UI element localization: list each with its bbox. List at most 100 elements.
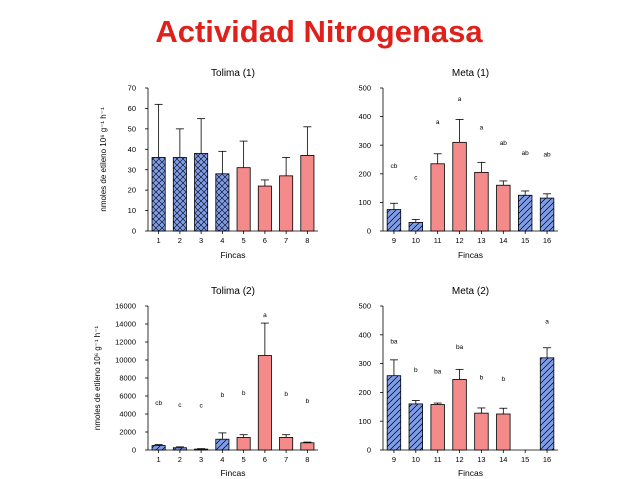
chart-title: Tolima (2) [211,286,255,297]
x-tick-label: 10 [412,236,420,245]
x-tick-label: 4 [220,455,224,464]
x-tick-label: 13 [477,455,485,464]
significance-label: cb [391,163,398,170]
bar [279,436,294,451]
significance-label: ba [434,369,442,376]
y-tick-label: 0 [132,227,136,236]
y-tick-label: 0 [132,446,136,455]
bar [452,141,467,232]
significance-label: a [458,96,462,103]
bar [151,157,166,232]
x-tick-label: 12 [455,236,463,245]
significance-label: b [502,376,506,383]
x-tick-label: 5 [242,455,246,464]
chart-title: Meta (2) [452,286,489,297]
y-tick-label: 16000 [115,302,136,311]
y-tick-label: 12000 [115,338,136,347]
bar [496,413,511,451]
significance-label: c [178,402,182,409]
significance-label: c [200,403,204,410]
x-axis-label: Fincas [458,468,483,478]
bar [452,379,467,451]
y-tick-label: 10000 [115,356,136,365]
bar [194,448,209,451]
bar [172,447,187,451]
y-tick-label: 4000 [119,410,136,419]
y-tick-label: 20 [128,186,136,195]
y-tick-label: 200 [358,388,371,397]
significance-label: ab [543,152,551,159]
significance-label: a [263,312,267,319]
bar [300,155,315,232]
y-tick-label: 60 [128,104,136,113]
y-tick-label: 50 [128,124,136,133]
y-tick-label: 300 [358,359,371,368]
x-tick-label: 14 [499,455,507,464]
y-tick-label: 0 [367,227,371,236]
bar [300,442,315,451]
bar [215,438,230,451]
y-tick-label: 40 [128,145,136,154]
bar [430,163,445,232]
x-tick-label: 11 [434,236,442,245]
bar [151,445,166,451]
bar [474,171,489,232]
x-tick-label: 9 [392,455,396,464]
x-tick-label: 6 [263,236,267,245]
significance-label: a [545,318,549,325]
significance-label: ab [500,140,508,147]
y-tick-label: 400 [358,112,371,121]
bar [386,209,402,232]
x-tick-label: 15 [521,455,529,464]
bar [236,436,251,451]
chart-panel-4: Meta (2) 0 100 200 300 400 500 9 10 11 12 13 14 15 16 F… [358,286,558,478]
x-tick-label: 15 [521,236,529,245]
significance-label: b [414,367,418,374]
chart-title: Tolima (1) [211,68,255,79]
x-tick-label: 8 [305,236,309,245]
bar [496,184,511,232]
x-tick-label: 14 [499,236,507,245]
x-tick-label: 1 [157,236,161,245]
x-tick-label: 2 [178,236,182,245]
x-tick-label: 1 [157,455,161,464]
x-tick-label: 5 [242,236,246,245]
significance-label: ab [522,150,530,157]
y-tick-label: 200 [358,169,371,178]
bar [236,167,251,232]
x-tick-label: 9 [392,236,396,245]
bar [194,152,209,232]
y-tick-label: 500 [358,302,371,311]
x-tick-label: 4 [220,236,224,245]
bar [408,222,423,232]
y-tick-label: 10 [128,206,136,215]
x-axis-label: Fincas [220,468,245,478]
x-tick-label: 13 [477,236,485,245]
y-tick-label: 14000 [115,320,136,329]
x-tick-label: 16 [543,455,551,464]
x-axis-label: Fincas [458,250,483,260]
x-tick-label: 7 [284,455,288,464]
y-tick-label: 0 [367,446,371,455]
significance-label: b [284,391,288,398]
y-tick-label: 400 [358,330,371,339]
x-tick-label: 8 [305,455,309,464]
bar [215,173,230,232]
significance-label: c [414,175,418,182]
chart-panel-3: Tolima (2) 0 2000 4000 6000 8000 10000 12000 140… [93,286,318,478]
x-tick-label: 3 [199,455,203,464]
significance-label: b [480,374,484,381]
bar [408,403,423,451]
x-tick-label: 7 [284,236,288,245]
y-axis-label: nmoles de etileno 10⁶ g⁻¹ h⁻¹ [93,326,102,431]
y-tick-label: 500 [358,84,371,93]
significance-label: b [306,398,310,405]
bar [386,375,402,451]
significance-label: ba [390,338,398,345]
x-tick-label: 16 [543,236,551,245]
y-tick-label: 300 [358,141,371,150]
y-tick-label: 100 [358,198,371,207]
bar [172,157,187,232]
y-tick-label: 2000 [119,428,136,437]
bar [539,197,555,232]
